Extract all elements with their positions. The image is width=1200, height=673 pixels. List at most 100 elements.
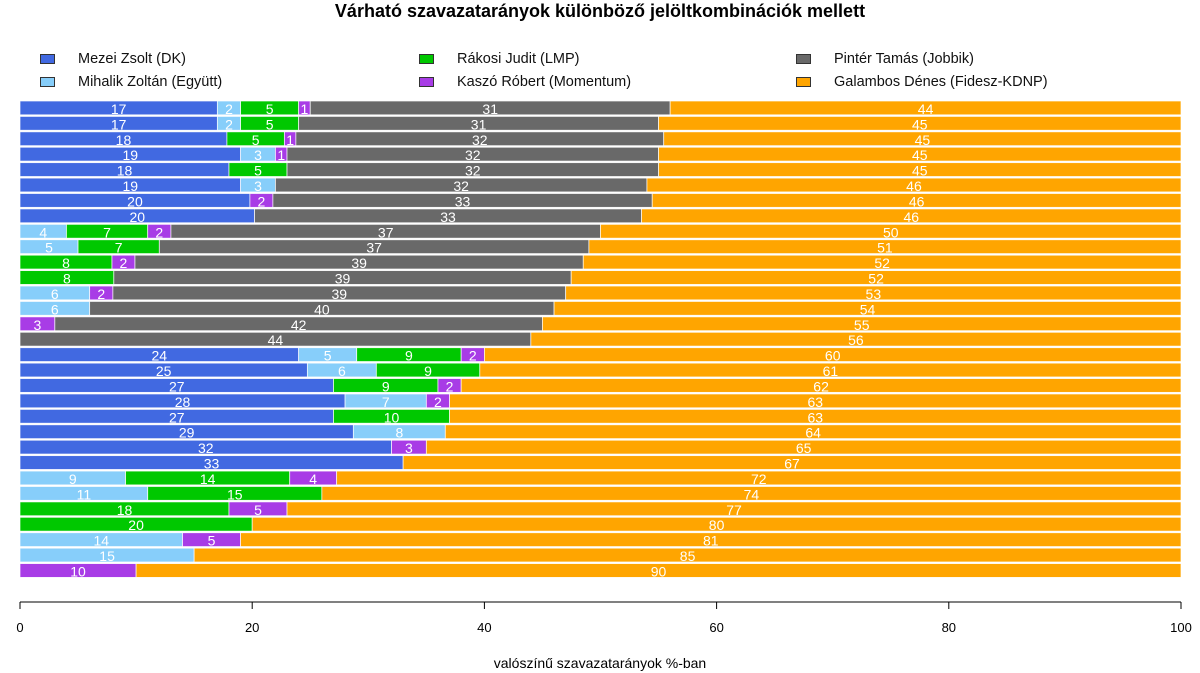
bar-segment-galambos-d-nes-fidesz-kdnp-row-2 — [658, 116, 1182, 131]
legend-label-egyutt: Mihalik Zoltán (Együtt) — [78, 74, 223, 90]
bar-segment-galambos-d-nes-fidesz-kdnp-row-30 — [193, 547, 1182, 563]
bar-label-pint-r-tam-s-jobbik-row-9: 37 — [378, 224, 394, 240]
bar-segment-galambos-d-nes-fidesz-kdnp-row-10 — [588, 239, 1182, 254]
bar-label-mezei-zsolt-dk-row-19: 27 — [169, 378, 185, 394]
x-axis: 0 20 40 60 80 100 — [16, 601, 1192, 635]
bar-label-mihalik-zolt-n-egy-tt-row-10: 5 — [45, 240, 53, 256]
bar-label-galambos-d-nes-fidesz-kdnp-row-25: 72 — [751, 471, 767, 487]
bar-label-r-kosi-judit-lmp-row-10: 7 — [115, 240, 123, 256]
bar-label-mihalik-zolt-n-egy-tt-row-30: 15 — [99, 548, 115, 564]
legend-swatch-dk — [40, 54, 55, 64]
legend-label-momentum: Kaszó Róbert (Momentum) — [457, 74, 632, 90]
bar-label-mezei-zsolt-dk-row-1: 17 — [111, 101, 127, 117]
bar-label-pint-r-tam-s-jobbik-row-15: 42 — [291, 317, 307, 333]
bar-label-galambos-d-nes-fidesz-kdnp-row-13: 53 — [866, 286, 882, 302]
bar-segment-galambos-d-nes-fidesz-kdnp-row-1 — [669, 100, 1182, 116]
bar-segment-galambos-d-nes-fidesz-kdnp-row-18 — [479, 362, 1182, 378]
legend-swatch-momentum — [419, 77, 434, 87]
bar-label-kasz-r-bert-momentum-row-25: 4 — [309, 471, 317, 487]
bar-label-kasz-r-bert-momentum-row-19: 2 — [446, 378, 454, 394]
bar-label-kasz-r-bert-momentum-row-17: 2 — [469, 348, 477, 364]
bar-label-pint-r-tam-s-jobbik-row-14: 40 — [314, 301, 330, 317]
bar-label-mihalik-zolt-n-egy-tt-row-2: 2 — [225, 116, 233, 132]
bar-label-r-kosi-judit-lmp-row-11: 8 — [62, 255, 70, 271]
bar-label-galambos-d-nes-fidesz-kdnp-row-18: 61 — [823, 363, 839, 379]
bar-label-mezei-zsolt-dk-row-23: 32 — [198, 440, 214, 456]
legend-item-egyutt: Mihalik Zoltán (Együtt) — [40, 74, 222, 90]
bar-label-mihalik-zolt-n-egy-tt-row-4: 3 — [254, 147, 262, 163]
bar-label-kasz-r-bert-momentum-row-29: 5 — [208, 533, 216, 549]
bar-label-galambos-d-nes-fidesz-kdnp-row-27: 77 — [726, 502, 742, 518]
bar-segment-galambos-d-nes-fidesz-kdnp-row-28 — [251, 516, 1182, 532]
x-tick-label-0: 0 — [16, 620, 23, 635]
legend-item-jobbik: Pintér Tamás (Jobbik) — [796, 51, 974, 67]
bar-label-galambos-d-nes-fidesz-kdnp-row-30: 85 — [680, 548, 696, 564]
legend-swatch-egyutt — [40, 77, 55, 87]
legend-label-lmp: Rákosi Judit (LMP) — [457, 51, 580, 67]
legend-label-jobbik: Pintér Tamás (Jobbik) — [834, 51, 974, 67]
x-tick-label-80: 80 — [942, 620, 956, 635]
bar-label-mihalik-zolt-n-egy-tt-row-20: 7 — [382, 394, 390, 410]
bar-segment-galambos-d-nes-fidesz-kdnp-row-4 — [658, 146, 1182, 162]
bar-label-mezei-zsolt-dk-row-24: 33 — [204, 456, 220, 472]
bar-label-mezei-zsolt-dk-row-4: 19 — [123, 147, 139, 163]
bar-label-galambos-d-nes-fidesz-kdnp-row-1: 44 — [918, 101, 934, 117]
bar-segment-galambos-d-nes-fidesz-kdnp-row-8 — [641, 208, 1182, 224]
bar-segment-galambos-d-nes-fidesz-kdnp-row-13 — [565, 285, 1182, 301]
bar-segment-galambos-d-nes-fidesz-kdnp-row-20 — [449, 393, 1182, 409]
bar-label-r-kosi-judit-lmp-row-9: 7 — [103, 224, 111, 240]
bar-label-pint-r-tam-s-jobbik-row-7: 33 — [455, 193, 471, 209]
bar-label-pint-r-tam-s-jobbik-row-5: 32 — [465, 163, 481, 179]
bar-label-kasz-r-bert-momentum-row-9: 2 — [155, 224, 163, 240]
bar-label-kasz-r-bert-momentum-row-20: 2 — [434, 394, 442, 410]
bar-label-r-kosi-judit-lmp-row-26: 15 — [227, 486, 243, 502]
bar-label-mezei-zsolt-dk-row-8: 20 — [129, 209, 145, 225]
bar-label-mihalik-zolt-n-egy-tt-row-29: 14 — [93, 533, 109, 549]
bar-label-r-kosi-judit-lmp-row-19: 9 — [382, 378, 390, 394]
bar-label-kasz-r-bert-momentum-row-23: 3 — [405, 440, 413, 456]
bar-label-kasz-r-bert-momentum-row-1: 1 — [301, 101, 309, 117]
x-axis-label: valószínű szavazatarányok %-ban — [493, 655, 707, 671]
bar-label-r-kosi-judit-lmp-row-5: 5 — [254, 163, 262, 179]
bar-label-r-kosi-judit-lmp-row-12: 8 — [63, 271, 71, 287]
bar-label-mihalik-zolt-n-egy-tt-row-18: 6 — [338, 363, 346, 379]
x-tick-label-40: 40 — [477, 620, 491, 635]
x-tick-label-60: 60 — [709, 620, 723, 635]
x-tick-label-20: 20 — [245, 620, 259, 635]
bar-segment-galambos-d-nes-fidesz-kdnp-row-17 — [483, 347, 1182, 362]
bar-label-galambos-d-nes-fidesz-kdnp-row-26: 74 — [744, 486, 760, 502]
legend-item-momentum: Kaszó Róbert (Momentum) — [419, 74, 631, 90]
bar-label-kasz-r-bert-momentum-row-3: 1 — [286, 132, 294, 148]
bar-segment-galambos-d-nes-fidesz-kdnp-row-11 — [582, 254, 1182, 270]
bar-segment-galambos-d-nes-fidesz-kdnp-row-27 — [286, 501, 1182, 517]
bar-label-mihalik-zolt-n-egy-tt-row-25: 9 — [69, 471, 77, 487]
bar-segment-galambos-d-nes-fidesz-kdnp-row-23 — [425, 439, 1182, 455]
bar-label-pint-r-tam-s-jobbik-row-10: 37 — [366, 240, 382, 256]
bar-label-kasz-r-bert-momentum-row-15: 3 — [34, 317, 42, 333]
chart-title: Várható szavazatarányok különböző jelölt… — [334, 1, 866, 21]
legend-label-fidesz: Galambos Dénes (Fidesz-KDNP) — [834, 74, 1048, 90]
bar-label-pint-r-tam-s-jobbik-row-3: 32 — [472, 132, 488, 148]
bar-label-galambos-d-nes-fidesz-kdnp-row-31: 90 — [651, 564, 667, 580]
bar-segment-galambos-d-nes-fidesz-kdnp-row-16 — [530, 331, 1182, 347]
bar-label-galambos-d-nes-fidesz-kdnp-row-4: 45 — [912, 147, 928, 163]
bar-label-mezei-zsolt-dk-row-17: 24 — [152, 348, 168, 364]
bar-label-kasz-r-bert-momentum-row-31: 10 — [70, 564, 86, 580]
legend-swatch-lmp — [419, 54, 434, 64]
bar-label-mezei-zsolt-dk-row-2: 17 — [111, 116, 127, 132]
bar-label-galambos-d-nes-fidesz-kdnp-row-24: 67 — [784, 456, 800, 472]
legend-label-dk: Mezei Zsolt (DK) — [78, 51, 186, 67]
bar-segment-galambos-d-nes-fidesz-kdnp-row-24 — [402, 455, 1182, 470]
bar-label-galambos-d-nes-fidesz-kdnp-row-3: 45 — [915, 132, 931, 148]
bar-segment-galambos-d-nes-fidesz-kdnp-row-21 — [449, 408, 1182, 424]
bar-label-pint-r-tam-s-jobbik-row-4: 32 — [465, 147, 481, 163]
bar-segment-galambos-d-nes-fidesz-kdnp-row-14 — [553, 301, 1182, 316]
bar-label-mezei-zsolt-dk-row-6: 19 — [123, 178, 139, 194]
bar-label-pint-r-tam-s-jobbik-row-16: 44 — [268, 332, 284, 348]
bar-segment-galambos-d-nes-fidesz-kdnp-row-7 — [651, 193, 1182, 208]
bar-label-r-kosi-judit-lmp-row-27: 18 — [117, 502, 133, 518]
bar-segment-galambos-d-nes-fidesz-kdnp-row-29 — [240, 532, 1182, 547]
bar-label-mezei-zsolt-dk-row-5: 18 — [117, 163, 133, 179]
